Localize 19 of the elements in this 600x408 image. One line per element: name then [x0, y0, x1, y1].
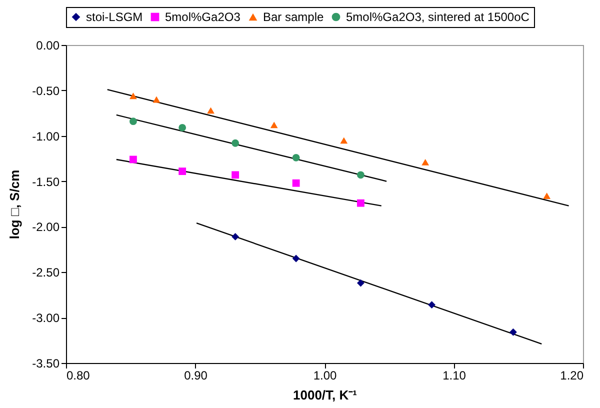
legend-label: 5mol%Ga2O3: [165, 10, 241, 24]
y-tick-label: 0.00: [36, 38, 60, 52]
y-tick-label: -3.00: [32, 311, 60, 326]
y-tick-label: -1.50: [32, 174, 60, 189]
x-tick-label: 1.00: [313, 368, 337, 382]
legend-label: stoi-LSGM: [86, 10, 143, 24]
y-tick-label: -2.00: [32, 220, 60, 234]
y-tick-label: -3.50: [32, 356, 60, 370]
y-tick-label: -0.50: [32, 84, 60, 98]
x-tick-label: 0.90: [184, 368, 208, 382]
legend-label: 5mol%Ga2O3, sintered at 1500oC: [346, 10, 530, 24]
legend-label: Bar sample: [263, 10, 324, 24]
x-tick-label: 0.80: [66, 368, 90, 382]
x-axis-title: 1000/T, K⁻¹: [293, 388, 357, 402]
y-tick-label: -1.00: [32, 129, 60, 144]
y-axis-title: log □, S/cm: [7, 170, 22, 240]
x-tick-label: 1.20: [560, 368, 584, 382]
y-tick-label: -2.50: [32, 266, 60, 280]
x-tick-label: 1.10: [442, 368, 466, 382]
